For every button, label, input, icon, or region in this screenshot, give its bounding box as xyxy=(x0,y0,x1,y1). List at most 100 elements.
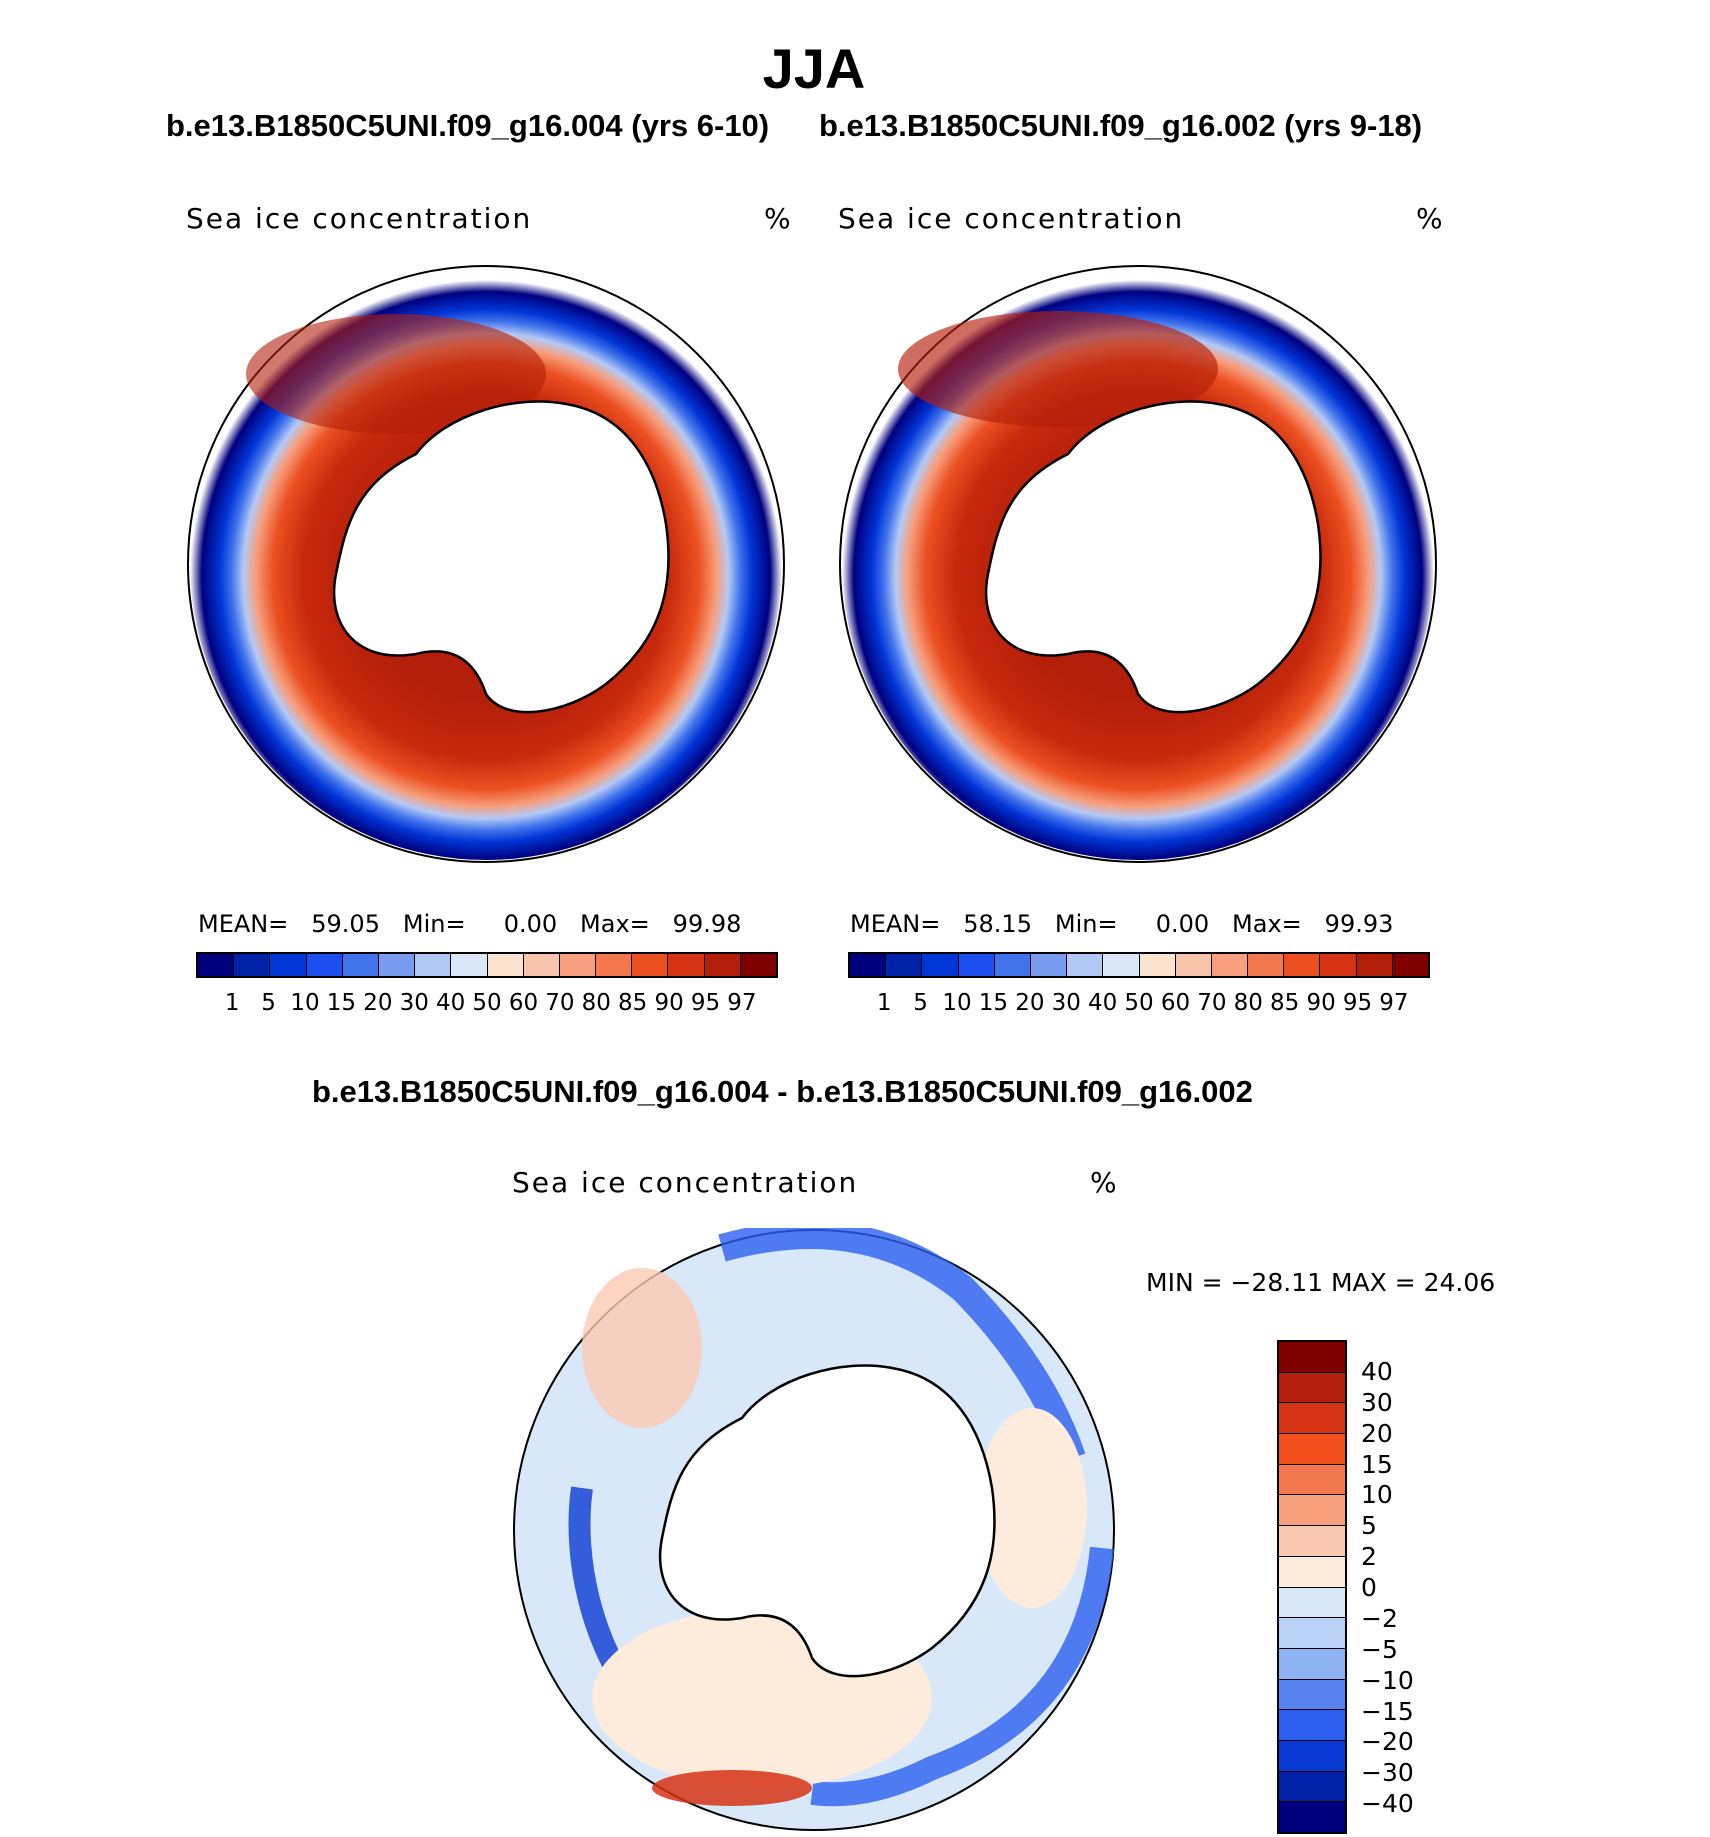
colorbar-swatch xyxy=(451,954,488,976)
panel-1-header: b.e13.B1850C5UNI.f09_g16.004 (yrs 6-10) xyxy=(166,108,770,143)
colorbar-swatch xyxy=(1279,1464,1345,1496)
colorbar-tick-label: 5 xyxy=(1361,1511,1377,1541)
colorbar-tick-label: 2 xyxy=(1361,1542,1377,1572)
colorbar-tick-label: −2 xyxy=(1361,1603,1398,1633)
antarctica-icon xyxy=(984,400,1322,714)
colorbar-swatch xyxy=(886,954,923,976)
colorbar-tick-label: 40 xyxy=(1361,1356,1393,1386)
colorbar-tick-label: 5 xyxy=(261,990,276,1016)
colorbar-swatch xyxy=(234,954,271,976)
colorbar-tick-label: 15 xyxy=(1361,1449,1393,1479)
colorbar-tick-label: −10 xyxy=(1361,1665,1414,1695)
diff-minmax: MIN = −28.11 MAX = 24.06 xyxy=(1146,1268,1496,1297)
colorbar-swatch xyxy=(1356,954,1393,976)
colorbar-swatch xyxy=(632,954,669,976)
colorbar-tick-label: 60 xyxy=(508,990,539,1016)
antarctica-icon xyxy=(658,1364,996,1678)
colorbar-tick-label: 90 xyxy=(1306,990,1336,1016)
colorbar-swatch xyxy=(378,954,416,976)
colorbar-swatch xyxy=(1320,954,1357,976)
diff-colorbar-ticks: 40 30 20 15 10 5 2 0 −2 −5 −10 −15 −20 −30 −40 xyxy=(1361,1340,1481,1834)
colorbar-tick-label: 30 xyxy=(1361,1387,1393,1417)
colorbar-tick-label: 50 xyxy=(472,990,502,1016)
colorbar-swatch xyxy=(1279,1679,1345,1711)
colorbar-swatch xyxy=(740,954,776,976)
colorbar-swatch xyxy=(1279,1434,1345,1465)
colorbar-tick-label: 85 xyxy=(618,990,648,1016)
colorbar-tick-label: 10 xyxy=(942,990,972,1016)
panel-2-units: % xyxy=(1416,202,1445,235)
colorbar-swatch xyxy=(487,954,524,976)
diff-units: % xyxy=(1090,1166,1119,1199)
colorbar-tick-label: −15 xyxy=(1361,1696,1414,1726)
panel-1-colorbar xyxy=(196,952,778,978)
colorbar-swatch xyxy=(1284,954,1321,976)
panel-2-stats: MEAN= 58.15 Min= 0.00 Max= 99.93 xyxy=(850,910,1394,938)
colorbar-tick-label: −30 xyxy=(1361,1758,1414,1788)
colorbar-swatch xyxy=(1139,954,1176,976)
panel-1-map xyxy=(187,265,785,863)
colorbar-tick-label: 10 xyxy=(290,990,320,1016)
colorbar-tick-label: 20 xyxy=(1361,1418,1393,1448)
colorbar-tick-label: 97 xyxy=(727,990,757,1016)
colorbar-swatch xyxy=(1279,1740,1345,1772)
colorbar-tick-label: 20 xyxy=(1015,990,1045,1016)
colorbar-tick-label: 1 xyxy=(224,990,240,1016)
colorbar-swatch xyxy=(306,954,343,976)
colorbar-swatch xyxy=(1279,1495,1345,1527)
diff-map xyxy=(513,1228,1115,1831)
colorbar-tick-label: 60 xyxy=(1160,990,1191,1016)
colorbar-tick-label: 80 xyxy=(581,990,611,1016)
colorbar-swatch xyxy=(198,954,235,976)
colorbar-swatch xyxy=(1067,954,1104,976)
colorbar-tick-label: 85 xyxy=(1270,990,1300,1016)
panel-2-header: b.e13.B1850C5UNI.f09_g16.002 (yrs 9-18) xyxy=(819,108,1423,143)
panel-1-stats: MEAN= 59.05 Min= 0.00 Max= 99.98 xyxy=(198,910,742,938)
colorbar-swatch xyxy=(1211,954,1249,976)
antarctica-icon xyxy=(332,400,670,714)
colorbar-tick-label: −40 xyxy=(1361,1789,1414,1819)
colorbar-swatch xyxy=(1248,954,1285,976)
panel-1-units: % xyxy=(764,202,793,235)
colorbar-swatch xyxy=(1103,954,1140,976)
colorbar-swatch xyxy=(596,954,633,976)
colorbar-tick-label: 30 xyxy=(399,990,429,1016)
panel-1-colorbar-ticks: 1 5 10 15 20 30 40 50 60 70 80 85 90 95 97 xyxy=(214,990,760,1016)
colorbar-tick-label: 70 xyxy=(545,990,575,1016)
colorbar-tick-label: 50 xyxy=(1124,990,1154,1016)
diff-variable: Sea ice concentration xyxy=(512,1166,859,1199)
colorbar-swatch xyxy=(1279,1342,1345,1373)
colorbar-tick-label: 15 xyxy=(326,990,357,1016)
colorbar-tick-label: 10 xyxy=(1361,1480,1393,1510)
colorbar-tick-label: 40 xyxy=(436,990,466,1016)
colorbar-tick-label: 90 xyxy=(654,990,684,1016)
colorbar-swatch xyxy=(1279,1771,1345,1803)
colorbar-swatch xyxy=(1279,1403,1345,1435)
colorbar-swatch xyxy=(523,954,560,976)
colorbar-swatch xyxy=(559,954,597,976)
colorbar-swatch xyxy=(1279,1372,1345,1404)
colorbar-tick-label: 95 xyxy=(1342,990,1373,1016)
diff-colorbar xyxy=(1277,1340,1347,1834)
colorbar-tick-label: 97 xyxy=(1379,990,1409,1016)
colorbar-swatch xyxy=(704,954,741,976)
main-title: JJA xyxy=(762,37,866,100)
colorbar-tick-label: 30 xyxy=(1051,990,1081,1016)
colorbar-swatch xyxy=(994,954,1031,976)
colorbar-swatch xyxy=(1175,954,1212,976)
panel-2-colorbar xyxy=(848,952,1430,978)
colorbar-swatch xyxy=(1279,1556,1345,1588)
colorbar-swatch xyxy=(1279,1802,1345,1832)
colorbar-tick-label: 1 xyxy=(876,990,892,1016)
colorbar-tick-label: 80 xyxy=(1233,990,1263,1016)
colorbar-swatch xyxy=(342,954,379,976)
colorbar-swatch xyxy=(958,954,995,976)
colorbar-swatch xyxy=(1279,1587,1345,1619)
colorbar-swatch xyxy=(270,954,307,976)
colorbar-swatch xyxy=(1392,954,1428,976)
colorbar-swatch xyxy=(1279,1648,1345,1680)
colorbar-swatch xyxy=(415,954,452,976)
colorbar-tick-label: 15 xyxy=(978,990,1009,1016)
colorbar-tick-label: 20 xyxy=(363,990,393,1016)
colorbar-swatch xyxy=(1030,954,1068,976)
